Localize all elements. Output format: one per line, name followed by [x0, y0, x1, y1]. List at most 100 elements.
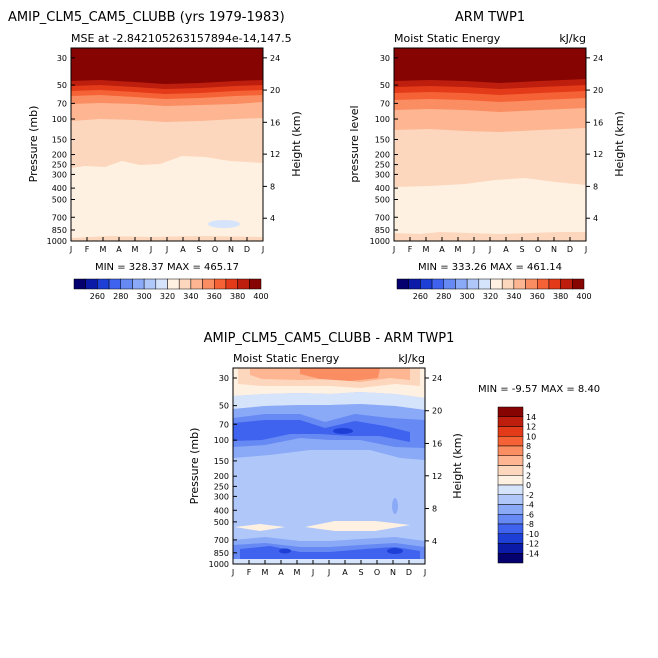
x-tick-label: A [180, 245, 186, 254]
colorbar-label: -14 [526, 549, 539, 558]
y-tick-label: 70 [57, 99, 67, 108]
colorbar-label: 300 [459, 292, 474, 301]
colorbar-label: 4 [526, 462, 531, 471]
colorbar-swatch [497, 426, 524, 437]
colorbar-label: 400 [576, 292, 591, 301]
y-axis-label: Pressure (mb) [188, 428, 201, 505]
colorbar-swatch [497, 416, 524, 427]
y-axis-label-right: Height (km) [290, 111, 303, 177]
y-tick-label: 150 [214, 457, 229, 466]
panel-difference-title: AMIP_CLM5_CAM5_CLUBB - ARM TWP1 [204, 331, 455, 346]
colorbar-swatch [497, 455, 524, 466]
x-tick-label: J [311, 568, 314, 577]
y-right-tick-label: 12 [593, 150, 603, 159]
colorbar-swatch [497, 523, 524, 534]
colorbar-swatch [497, 543, 524, 554]
y-right-tick-label: 12 [270, 150, 280, 159]
y-right-tick-label: 16 [593, 118, 603, 127]
colorbar-label: 2 [526, 471, 531, 480]
panel-difference-field [233, 368, 425, 564]
y-right-tick-label: 20 [432, 407, 442, 416]
panel-observation-title: ARM TWP1 [455, 10, 525, 25]
colorbar-swatch [202, 278, 215, 290]
colorbar-label: 360 [207, 292, 222, 301]
y-right-tick-label: 12 [432, 472, 442, 481]
colorbar: 260 280 300 320 340 360 380 400 [73, 278, 269, 301]
x-tick-label: A [503, 245, 509, 254]
y-tick-label: 250 [214, 482, 229, 491]
y-tick-label: 300 [52, 170, 67, 179]
colorbar-label: 280 [436, 292, 451, 301]
colorbar-label: -10 [526, 530, 539, 539]
y-tick-label: 250 [52, 161, 67, 170]
colorbar-swatch [497, 514, 524, 525]
y-right-tick-label: 20 [270, 86, 280, 95]
colorbar-label: -12 [526, 540, 539, 549]
colorbar-label: 380 [230, 292, 245, 301]
y-tick-label: 300 [214, 492, 229, 501]
y-tick-label: 700 [214, 536, 229, 545]
x-tick-label: D [406, 568, 412, 577]
axis-ticks: J F M A M J J A S O N D J305070100150200250300400500… [209, 374, 443, 577]
y-tick-label: 100 [375, 115, 390, 124]
y-tick-label: 70 [380, 99, 390, 108]
y-tick-label: 1000 [370, 237, 390, 246]
colorbar-swatch [73, 278, 86, 290]
axis-ticks: J F M A M J J A S O N D J305070100150200250300400500… [370, 54, 604, 254]
y-tick-label: 300 [375, 170, 390, 179]
x-tick-label: M [455, 245, 462, 254]
y-right-tick-label: 24 [270, 54, 280, 63]
colorbar-swatch [455, 278, 468, 290]
y-tick-label: 100 [52, 115, 67, 124]
x-tick-label: O [374, 568, 380, 577]
colorbar-swatch [513, 278, 526, 290]
x-tick-label: S [358, 568, 363, 577]
x-tick-label: J [69, 245, 72, 254]
y-tick-label: 200 [52, 151, 67, 160]
colorbar-swatch [525, 278, 538, 290]
x-tick-label: D [567, 245, 573, 254]
colorbar-swatch [190, 278, 203, 290]
colorbar-swatch [466, 278, 480, 290]
y-axis-label: Pressure (mb) [27, 106, 40, 183]
x-tick-label: N [390, 568, 396, 577]
panel-observation-units: kJ/kg [559, 32, 586, 45]
panel-difference: AMIP_CLM5_CAM5_CLUBB - ARM TWP1 Moist St… [188, 331, 600, 577]
y-tick-label: 150 [52, 135, 67, 144]
y-tick-label: 50 [380, 81, 390, 90]
contour-band [394, 48, 586, 83]
y-tick-label: 50 [219, 402, 229, 411]
x-tick-label: N [551, 245, 557, 254]
colorbar-label: 6 [526, 452, 531, 461]
y-right-tick-label: 16 [432, 439, 442, 448]
panel-model: AMIP_CLM5_CAM5_CLUBB (yrs 1979-1983) MSE… [8, 10, 303, 301]
y-tick-label: 150 [375, 135, 390, 144]
colorbar-label: 12 [526, 423, 536, 432]
y-tick-label: 250 [375, 161, 390, 170]
contour-band [235, 524, 285, 531]
colorbar-label: -6 [526, 510, 534, 519]
colorbar-label: 320 [160, 292, 175, 301]
colorbar-swatch [497, 475, 524, 486]
contour-band [305, 521, 410, 531]
contour-band [208, 220, 240, 228]
colorbar-label: 380 [553, 292, 568, 301]
y-tick-label: 50 [57, 81, 67, 90]
x-tick-label: A [278, 568, 284, 577]
colorbar-label: 360 [530, 292, 545, 301]
x-tick-label: S [196, 245, 201, 254]
colorbar-label: 10 [526, 432, 536, 441]
axis-ticks: J F M A M J J A S O N D J305070100150200250300400500… [47, 54, 281, 254]
colorbar-label: 260 [90, 292, 105, 301]
colorbar-label: 400 [253, 292, 268, 301]
y-right-tick-label: 24 [593, 54, 603, 63]
x-tick-label: O [535, 245, 541, 254]
x-tick-label: J [327, 568, 330, 577]
y-right-tick-label: 8 [270, 182, 275, 191]
colorbar-label: 340 [506, 292, 521, 301]
colorbar-swatch [249, 278, 262, 290]
x-tick-label: J [392, 245, 395, 254]
colorbar-label: 0 [526, 481, 531, 490]
colorbar-swatch [490, 278, 503, 290]
